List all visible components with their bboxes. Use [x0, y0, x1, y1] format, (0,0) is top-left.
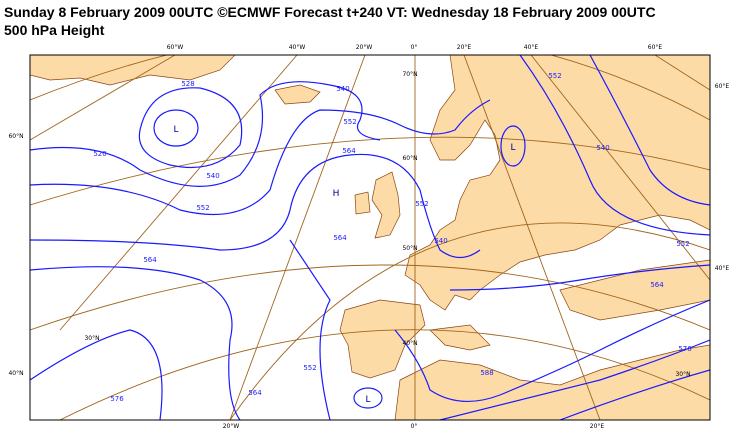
- graticule-label: 60°W: [167, 44, 184, 51]
- contour-label: 552: [676, 240, 689, 248]
- contour-label: 564: [333, 234, 347, 242]
- graticule-label: 20°W: [356, 44, 373, 51]
- contour-label: 528: [181, 80, 194, 88]
- contour-label: 540: [336, 85, 349, 93]
- contour-label: 552: [343, 118, 356, 126]
- contour-label: 552: [415, 200, 428, 208]
- graticule-label: 40°W: [289, 44, 306, 51]
- graticule-label: 0°: [411, 423, 418, 430]
- graticule-label: 0°: [411, 44, 418, 51]
- graticule-label: 40°E: [715, 265, 730, 272]
- graticule-label: 50°N: [402, 245, 417, 252]
- graticule: [30, 55, 710, 420]
- pressure-center: L: [510, 143, 515, 153]
- graticule-label: 40°N: [402, 340, 417, 347]
- contour-label: 540: [206, 172, 219, 180]
- contour-label: 588: [480, 369, 493, 377]
- contour-label: 576: [678, 345, 692, 353]
- graticule-label: 30°N: [84, 335, 99, 342]
- graticule-label: 60°N: [402, 155, 417, 162]
- contour-label: 520: [93, 150, 106, 158]
- contour-label: 540: [434, 237, 447, 245]
- graticule-label: 20°E: [457, 44, 472, 51]
- graticule-label: 40°N: [8, 370, 23, 377]
- graticule-label: 60°E: [715, 83, 730, 90]
- map-frame: [29, 54, 711, 421]
- graticule-label: 20°E: [590, 423, 605, 430]
- contour-label: 564: [650, 281, 664, 289]
- pressure-center: L: [173, 125, 178, 135]
- map-title: Sunday 8 February 2009 00UTC ©ECMWF Fore…: [4, 4, 656, 20]
- contour-label: 564: [143, 256, 157, 264]
- contour-label: 552: [196, 204, 209, 212]
- contour-label: 552: [548, 72, 561, 80]
- graticule-label: 40°E: [524, 44, 539, 51]
- contour-label: 540: [596, 144, 609, 152]
- land: [30, 55, 710, 420]
- graticule-label: 20°W: [223, 423, 240, 430]
- contour-label: 576: [110, 395, 124, 403]
- contour-label: 564: [248, 389, 262, 397]
- height-contours: [30, 55, 710, 420]
- contour-label: 552: [303, 364, 316, 372]
- graticule-label: 70°N: [402, 71, 417, 78]
- graticule-label: 60°N: [8, 133, 23, 140]
- map-subtitle: 500 hPa Height: [4, 22, 105, 38]
- pressure-center: H: [333, 189, 340, 199]
- graticule-label: 60°E: [648, 44, 663, 51]
- graticule-label: 30°N: [675, 371, 690, 378]
- contour-label: 564: [342, 147, 356, 155]
- pressure-center: L: [365, 395, 370, 405]
